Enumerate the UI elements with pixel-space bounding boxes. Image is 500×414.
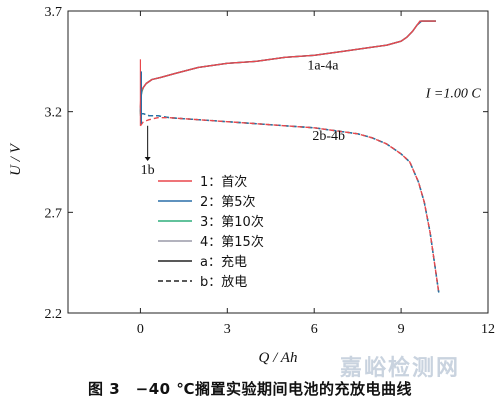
x-tick-label: 6 [311, 322, 318, 337]
series-discharge-line [140, 112, 440, 293]
y-tick-label: 3.7 [45, 5, 63, 20]
x-tick-label: 12 [481, 322, 495, 337]
y-axis-label: U / V [8, 142, 24, 176]
legend-label: a：充电 [200, 254, 247, 270]
legend-label: 2：第5次 [200, 194, 256, 210]
annotation-label: 1a-4a [307, 58, 339, 73]
series-charge-line [139, 20, 436, 114]
annotation-arrowhead [144, 156, 151, 161]
legend-label: 3：第10次 [200, 214, 264, 230]
x-tick-label: 0 [137, 322, 144, 337]
series-charge-line [139, 20, 436, 116]
legend: 1：首次 2：第5次 3：第10次 4：第15次 a：充电 b：放电 [158, 174, 264, 290]
series-layer [139, 20, 440, 293]
plot-border [67, 10, 489, 314]
plot-frame [67, 10, 489, 314]
figure-caption: 图 3 −40 ℃搁置实验期间电池的充放电曲线 [88, 380, 412, 398]
axis-ticks: 0 3 6 9 12 2.2 2.7 3.2 3.7 [45, 5, 496, 337]
y-tick-label: 3.2 [45, 106, 63, 121]
watermark: 嘉峪检测网 [340, 356, 461, 381]
y-tick-label: 2.7 [45, 206, 63, 221]
legend-label: 1：首次 [200, 174, 247, 190]
annotation-layer: 1a-4a I =1.00 C 2b-4b 1b [141, 58, 482, 178]
series-charge-line [139, 20, 436, 112]
legend-label: b：放电 [200, 275, 247, 290]
x-axis-label: Q / Ah [259, 350, 298, 366]
series-discharge-line [140, 112, 440, 293]
series-discharge-line [139, 116, 440, 293]
y-tick-label: 2.2 [45, 307, 63, 322]
x-tick-label: 3 [224, 322, 231, 337]
x-tick-label: 9 [398, 322, 405, 337]
annotation-label: 2b-4b [312, 129, 345, 144]
annotation-label: I =1.00 C [425, 87, 482, 102]
annotation-label: 1b [141, 163, 155, 178]
legend-label: 4：第15次 [200, 234, 264, 250]
series-charge-line [139, 20, 436, 108]
series-discharge-line [140, 112, 440, 293]
